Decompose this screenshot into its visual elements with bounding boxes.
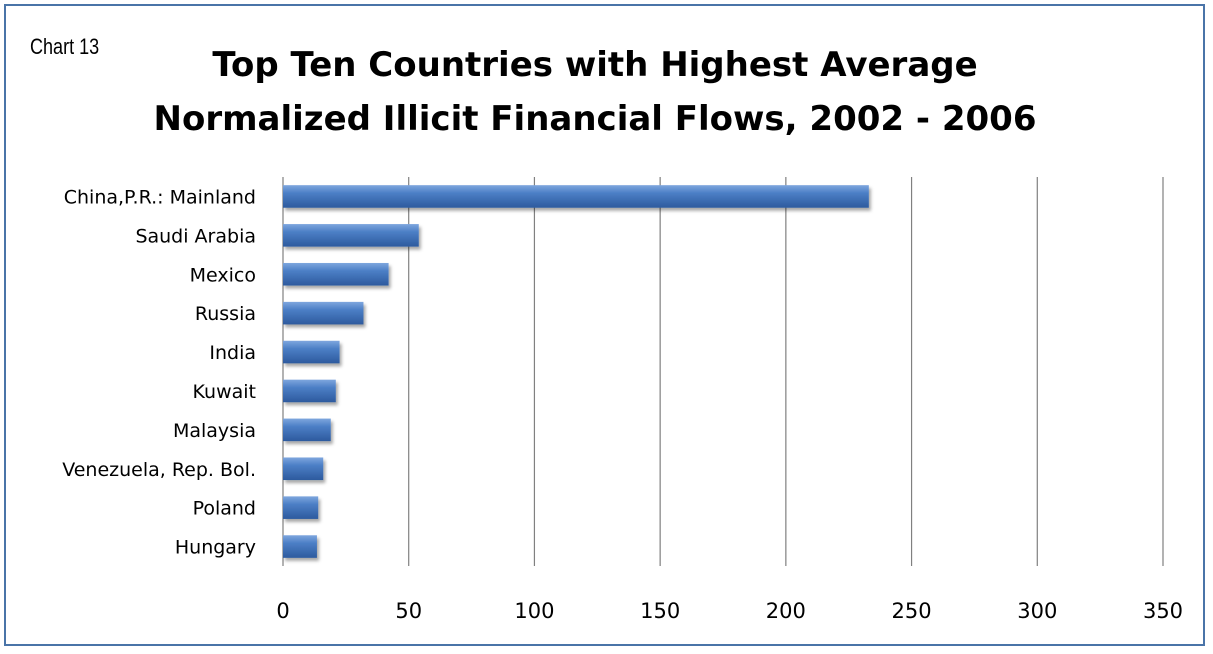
bar-saudi-arabia — [283, 224, 419, 247]
bar-mexico — [283, 262, 389, 286]
bar-kuwait — [283, 379, 336, 403]
bar-india — [283, 340, 340, 364]
x-tick-label: 50 — [395, 599, 422, 623]
bar-hungary — [283, 535, 317, 558]
bar-china-p-r-mainland — [283, 185, 869, 208]
bar-russia — [283, 301, 364, 325]
category-label: Hungary — [175, 537, 256, 559]
category-label: Venezuela, Rep. Bol. — [62, 459, 256, 481]
chart-title-line-1: Top Ten Countries with Highest Average — [212, 45, 978, 85]
x-tick-label: 150 — [640, 599, 680, 623]
bar-poland — [283, 496, 319, 519]
category-label: Russia — [195, 303, 256, 325]
category-label: Kuwait — [193, 381, 256, 403]
x-tick-label: 0 — [276, 599, 289, 623]
x-tick-label: 300 — [1017, 599, 1057, 623]
chart-number-label: Chart 13 — [30, 34, 100, 59]
category-label: China,P.R.: Mainland — [64, 186, 256, 208]
x-tick-label: 350 — [1143, 599, 1183, 623]
x-tick-label: 200 — [766, 599, 806, 623]
x-tick-label: 250 — [892, 599, 932, 623]
chart-frame — [4, 4, 1205, 646]
category-label: Mexico — [190, 264, 256, 286]
x-tick-label: 100 — [514, 599, 554, 623]
bars — [283, 185, 869, 558]
chart-title-line-2: Normalized Illicit Financial Flows, 2002… — [153, 99, 1037, 139]
category-label: Saudi Arabia — [135, 225, 256, 247]
x-tick-labels: 0 50 100 150 200 250 300 350 — [276, 599, 1183, 623]
bar-venezuela-rep-bol — [283, 457, 324, 481]
category-label: Poland — [193, 498, 256, 520]
category-label: Malaysia — [173, 420, 256, 442]
category-label: India — [209, 342, 256, 364]
chart-title: Top Ten Countries with Highest Average N… — [115, 38, 1075, 146]
bar-malaysia — [283, 418, 331, 442]
category-labels: China,P.R.: Mainland Saudi Arabia Mexico Ru… — [62, 186, 256, 558]
